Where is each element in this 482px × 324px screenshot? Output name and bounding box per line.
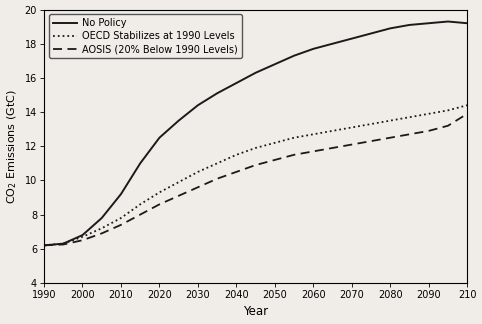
AOSIS (20% Below 1990 Levels) (407, 132, 413, 136)
OECD Stabilizes at 1990 Levels (233, 153, 239, 157)
No Policy (253, 71, 258, 75)
AOSIS (20% Below 1990 Levels) (426, 129, 431, 133)
No Policy (195, 103, 201, 107)
No Policy (137, 161, 143, 165)
AOSIS (20% Below 1990 Levels) (176, 194, 182, 198)
No Policy (99, 216, 105, 220)
OECD Stabilizes at 1990 Levels (464, 103, 470, 107)
OECD Stabilizes at 1990 Levels (445, 109, 451, 112)
AOSIS (20% Below 1990 Levels) (310, 149, 316, 153)
OECD Stabilizes at 1990 Levels (176, 180, 182, 184)
No Policy (41, 243, 47, 247)
AOSIS (20% Below 1990 Levels) (330, 146, 335, 150)
No Policy (80, 233, 85, 237)
OECD Stabilizes at 1990 Levels (137, 202, 143, 206)
AOSIS (20% Below 1990 Levels) (214, 177, 220, 181)
OECD Stabilizes at 1990 Levels (349, 125, 355, 129)
AOSIS (20% Below 1990 Levels) (291, 153, 297, 157)
No Policy (118, 192, 124, 196)
OECD Stabilizes at 1990 Levels (407, 115, 413, 119)
OECD Stabilizes at 1990 Levels (388, 119, 393, 122)
OECD Stabilizes at 1990 Levels (157, 191, 162, 194)
AOSIS (20% Below 1990 Levels) (388, 136, 393, 140)
AOSIS (20% Below 1990 Levels) (137, 213, 143, 216)
AOSIS (20% Below 1990 Levels) (464, 112, 470, 116)
AOSIS (20% Below 1990 Levels) (445, 124, 451, 128)
AOSIS (20% Below 1990 Levels) (80, 238, 85, 242)
No Policy (157, 136, 162, 140)
No Policy (272, 62, 278, 66)
No Policy (464, 21, 470, 25)
AOSIS (20% Below 1990 Levels) (157, 202, 162, 206)
No Policy (330, 42, 335, 46)
AOSIS (20% Below 1990 Levels) (253, 163, 258, 167)
AOSIS (20% Below 1990 Levels) (272, 158, 278, 162)
AOSIS (20% Below 1990 Levels) (118, 223, 124, 227)
OECD Stabilizes at 1990 Levels (80, 235, 85, 239)
No Policy (310, 47, 316, 51)
OECD Stabilizes at 1990 Levels (60, 242, 66, 246)
No Policy (368, 31, 374, 35)
OECD Stabilizes at 1990 Levels (291, 136, 297, 140)
AOSIS (20% Below 1990 Levels) (99, 231, 105, 235)
No Policy (233, 81, 239, 85)
AOSIS (20% Below 1990 Levels) (195, 185, 201, 189)
No Policy (426, 21, 431, 25)
AOSIS (20% Below 1990 Levels) (60, 243, 66, 247)
OECD Stabilizes at 1990 Levels (118, 216, 124, 220)
No Policy (407, 23, 413, 27)
Y-axis label: CO$_2$ Emissions (GtC): CO$_2$ Emissions (GtC) (6, 89, 19, 204)
No Policy (349, 37, 355, 40)
OECD Stabilizes at 1990 Levels (330, 129, 335, 133)
No Policy (176, 119, 182, 122)
X-axis label: Year: Year (243, 306, 268, 318)
No Policy (445, 19, 451, 23)
Line: OECD Stabilizes at 1990 Levels: OECD Stabilizes at 1990 Levels (44, 105, 467, 245)
OECD Stabilizes at 1990 Levels (253, 146, 258, 150)
Line: AOSIS (20% Below 1990 Levels): AOSIS (20% Below 1990 Levels) (44, 114, 467, 245)
OECD Stabilizes at 1990 Levels (41, 243, 47, 247)
OECD Stabilizes at 1990 Levels (195, 170, 201, 174)
OECD Stabilizes at 1990 Levels (426, 112, 431, 116)
OECD Stabilizes at 1990 Levels (214, 161, 220, 165)
No Policy (291, 54, 297, 58)
AOSIS (20% Below 1990 Levels) (41, 243, 47, 247)
No Policy (388, 27, 393, 30)
OECD Stabilizes at 1990 Levels (310, 132, 316, 136)
AOSIS (20% Below 1990 Levels) (233, 170, 239, 174)
AOSIS (20% Below 1990 Levels) (368, 139, 374, 143)
OECD Stabilizes at 1990 Levels (368, 122, 374, 126)
No Policy (60, 242, 66, 246)
OECD Stabilizes at 1990 Levels (99, 226, 105, 230)
Line: No Policy: No Policy (44, 21, 467, 245)
Legend: No Policy, OECD Stabilizes at 1990 Levels, AOSIS (20% Below 1990 Levels): No Policy, OECD Stabilizes at 1990 Level… (49, 14, 241, 58)
OECD Stabilizes at 1990 Levels (272, 141, 278, 145)
No Policy (214, 91, 220, 95)
AOSIS (20% Below 1990 Levels) (349, 143, 355, 146)
